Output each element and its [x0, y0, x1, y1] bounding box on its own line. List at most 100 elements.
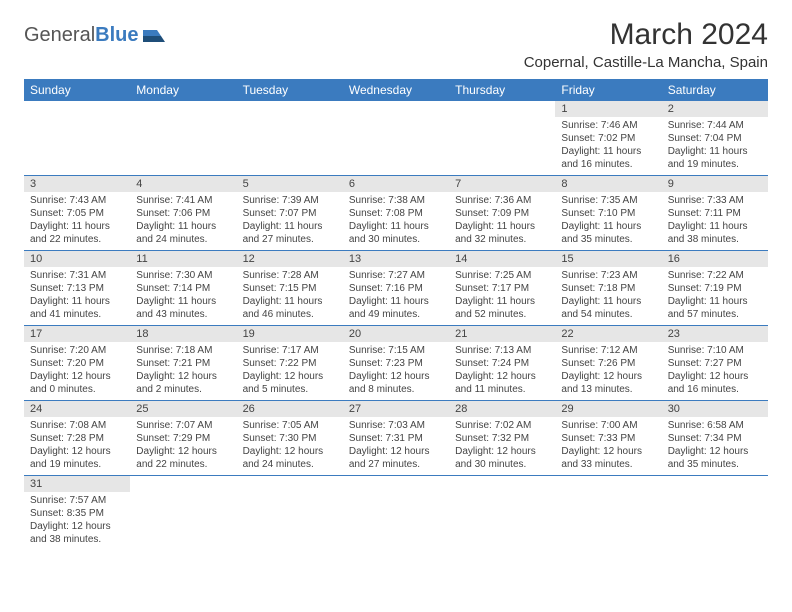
- empty-cell: [449, 101, 555, 176]
- day-content: Sunrise: 7:57 AMSunset: 8:35 PMDaylight:…: [24, 492, 130, 550]
- day-number: 10: [24, 251, 130, 267]
- day-content: Sunrise: 7:23 AMSunset: 7:18 PMDaylight:…: [555, 267, 661, 325]
- day-cell: 22Sunrise: 7:12 AMSunset: 7:26 PMDayligh…: [555, 326, 661, 401]
- day-cell: 2Sunrise: 7:44 AMSunset: 7:04 PMDaylight…: [662, 101, 768, 176]
- month-title: March 2024: [524, 18, 768, 52]
- logo: GeneralBlue: [24, 18, 165, 47]
- calendar-row: 17Sunrise: 7:20 AMSunset: 7:20 PMDayligh…: [24, 326, 768, 401]
- day-content: Sunrise: 7:20 AMSunset: 7:20 PMDaylight:…: [24, 342, 130, 400]
- day-number: 6: [343, 176, 449, 192]
- day-cell: 19Sunrise: 7:17 AMSunset: 7:22 PMDayligh…: [237, 326, 343, 401]
- day-content: Sunrise: 7:33 AMSunset: 7:11 PMDaylight:…: [662, 192, 768, 250]
- logo-text-2: Blue: [95, 24, 138, 47]
- day-cell: 31Sunrise: 7:57 AMSunset: 8:35 PMDayligh…: [24, 476, 130, 551]
- day-content: Sunrise: 7:28 AMSunset: 7:15 PMDaylight:…: [237, 267, 343, 325]
- day-number: 25: [130, 401, 236, 417]
- day-cell: 25Sunrise: 7:07 AMSunset: 7:29 PMDayligh…: [130, 401, 236, 476]
- empty-cell: [449, 476, 555, 551]
- day-number: 1: [555, 101, 661, 117]
- day-number: 8: [555, 176, 661, 192]
- day-number: 3: [24, 176, 130, 192]
- day-content: Sunrise: 7:43 AMSunset: 7:05 PMDaylight:…: [24, 192, 130, 250]
- day-cell: 14Sunrise: 7:25 AMSunset: 7:17 PMDayligh…: [449, 251, 555, 326]
- day-number: 19: [237, 326, 343, 342]
- day-cell: 9Sunrise: 7:33 AMSunset: 7:11 PMDaylight…: [662, 176, 768, 251]
- day-number: 29: [555, 401, 661, 417]
- calendar-row: 1Sunrise: 7:46 AMSunset: 7:02 PMDaylight…: [24, 101, 768, 176]
- location: Copernal, Castille-La Mancha, Spain: [524, 54, 768, 71]
- day-cell: 7Sunrise: 7:36 AMSunset: 7:09 PMDaylight…: [449, 176, 555, 251]
- day-cell: 1Sunrise: 7:46 AMSunset: 7:02 PMDaylight…: [555, 101, 661, 176]
- day-content: Sunrise: 7:05 AMSunset: 7:30 PMDaylight:…: [237, 417, 343, 475]
- day-cell: 15Sunrise: 7:23 AMSunset: 7:18 PMDayligh…: [555, 251, 661, 326]
- weekday-header: Saturday: [662, 79, 768, 101]
- day-number: 23: [662, 326, 768, 342]
- day-content: Sunrise: 7:38 AMSunset: 7:08 PMDaylight:…: [343, 192, 449, 250]
- day-content: Sunrise: 7:12 AMSunset: 7:26 PMDaylight:…: [555, 342, 661, 400]
- day-cell: 5Sunrise: 7:39 AMSunset: 7:07 PMDaylight…: [237, 176, 343, 251]
- day-content: Sunrise: 7:07 AMSunset: 7:29 PMDaylight:…: [130, 417, 236, 475]
- day-content: Sunrise: 7:08 AMSunset: 7:28 PMDaylight:…: [24, 417, 130, 475]
- day-content: Sunrise: 7:30 AMSunset: 7:14 PMDaylight:…: [130, 267, 236, 325]
- day-number: 28: [449, 401, 555, 417]
- day-cell: 11Sunrise: 7:30 AMSunset: 7:14 PMDayligh…: [130, 251, 236, 326]
- logo-text-1: General: [24, 24, 95, 47]
- day-cell: 24Sunrise: 7:08 AMSunset: 7:28 PMDayligh…: [24, 401, 130, 476]
- day-number: 20: [343, 326, 449, 342]
- weekday-header: Thursday: [449, 79, 555, 101]
- day-content: Sunrise: 7:35 AMSunset: 7:10 PMDaylight:…: [555, 192, 661, 250]
- day-cell: 20Sunrise: 7:15 AMSunset: 7:23 PMDayligh…: [343, 326, 449, 401]
- day-number: 15: [555, 251, 661, 267]
- empty-cell: [237, 476, 343, 551]
- day-number: 31: [24, 476, 130, 492]
- calendar-row: 31Sunrise: 7:57 AMSunset: 8:35 PMDayligh…: [24, 476, 768, 551]
- day-number: 5: [237, 176, 343, 192]
- day-number: 7: [449, 176, 555, 192]
- day-content: Sunrise: 7:17 AMSunset: 7:22 PMDaylight:…: [237, 342, 343, 400]
- day-number: 12: [237, 251, 343, 267]
- day-content: Sunrise: 7:44 AMSunset: 7:04 PMDaylight:…: [662, 117, 768, 175]
- day-content: Sunrise: 7:41 AMSunset: 7:06 PMDaylight:…: [130, 192, 236, 250]
- day-content: Sunrise: 7:13 AMSunset: 7:24 PMDaylight:…: [449, 342, 555, 400]
- day-number: 24: [24, 401, 130, 417]
- day-cell: 18Sunrise: 7:18 AMSunset: 7:21 PMDayligh…: [130, 326, 236, 401]
- weekday-header-row: SundayMondayTuesdayWednesdayThursdayFrid…: [24, 79, 768, 101]
- day-content: Sunrise: 7:15 AMSunset: 7:23 PMDaylight:…: [343, 342, 449, 400]
- day-cell: 13Sunrise: 7:27 AMSunset: 7:16 PMDayligh…: [343, 251, 449, 326]
- day-number: 18: [130, 326, 236, 342]
- day-cell: 4Sunrise: 7:41 AMSunset: 7:06 PMDaylight…: [130, 176, 236, 251]
- empty-cell: [237, 101, 343, 176]
- header: GeneralBlue March 2024 Copernal, Castill…: [24, 18, 768, 71]
- day-content: Sunrise: 7:18 AMSunset: 7:21 PMDaylight:…: [130, 342, 236, 400]
- calendar-table: SundayMondayTuesdayWednesdayThursdayFrid…: [24, 79, 768, 550]
- empty-cell: [130, 101, 236, 176]
- day-cell: 27Sunrise: 7:03 AMSunset: 7:31 PMDayligh…: [343, 401, 449, 476]
- day-content: Sunrise: 7:36 AMSunset: 7:09 PMDaylight:…: [449, 192, 555, 250]
- day-number: 21: [449, 326, 555, 342]
- day-content: Sunrise: 7:39 AMSunset: 7:07 PMDaylight:…: [237, 192, 343, 250]
- day-cell: 29Sunrise: 7:00 AMSunset: 7:33 PMDayligh…: [555, 401, 661, 476]
- empty-cell: [555, 476, 661, 551]
- logo-flag-icon: [143, 28, 165, 44]
- day-number: 22: [555, 326, 661, 342]
- day-cell: 16Sunrise: 7:22 AMSunset: 7:19 PMDayligh…: [662, 251, 768, 326]
- calendar-row: 24Sunrise: 7:08 AMSunset: 7:28 PMDayligh…: [24, 401, 768, 476]
- day-cell: 12Sunrise: 7:28 AMSunset: 7:15 PMDayligh…: [237, 251, 343, 326]
- day-number: 4: [130, 176, 236, 192]
- day-number: 30: [662, 401, 768, 417]
- day-cell: 8Sunrise: 7:35 AMSunset: 7:10 PMDaylight…: [555, 176, 661, 251]
- day-number: 14: [449, 251, 555, 267]
- day-cell: 3Sunrise: 7:43 AMSunset: 7:05 PMDaylight…: [24, 176, 130, 251]
- day-cell: 10Sunrise: 7:31 AMSunset: 7:13 PMDayligh…: [24, 251, 130, 326]
- empty-cell: [343, 476, 449, 551]
- calendar-row: 3Sunrise: 7:43 AMSunset: 7:05 PMDaylight…: [24, 176, 768, 251]
- weekday-header: Tuesday: [237, 79, 343, 101]
- day-number: 13: [343, 251, 449, 267]
- empty-cell: [24, 101, 130, 176]
- title-block: March 2024 Copernal, Castille-La Mancha,…: [524, 18, 768, 71]
- empty-cell: [662, 476, 768, 551]
- empty-cell: [130, 476, 236, 551]
- day-content: Sunrise: 7:31 AMSunset: 7:13 PMDaylight:…: [24, 267, 130, 325]
- day-number: 2: [662, 101, 768, 117]
- calendar-row: 10Sunrise: 7:31 AMSunset: 7:13 PMDayligh…: [24, 251, 768, 326]
